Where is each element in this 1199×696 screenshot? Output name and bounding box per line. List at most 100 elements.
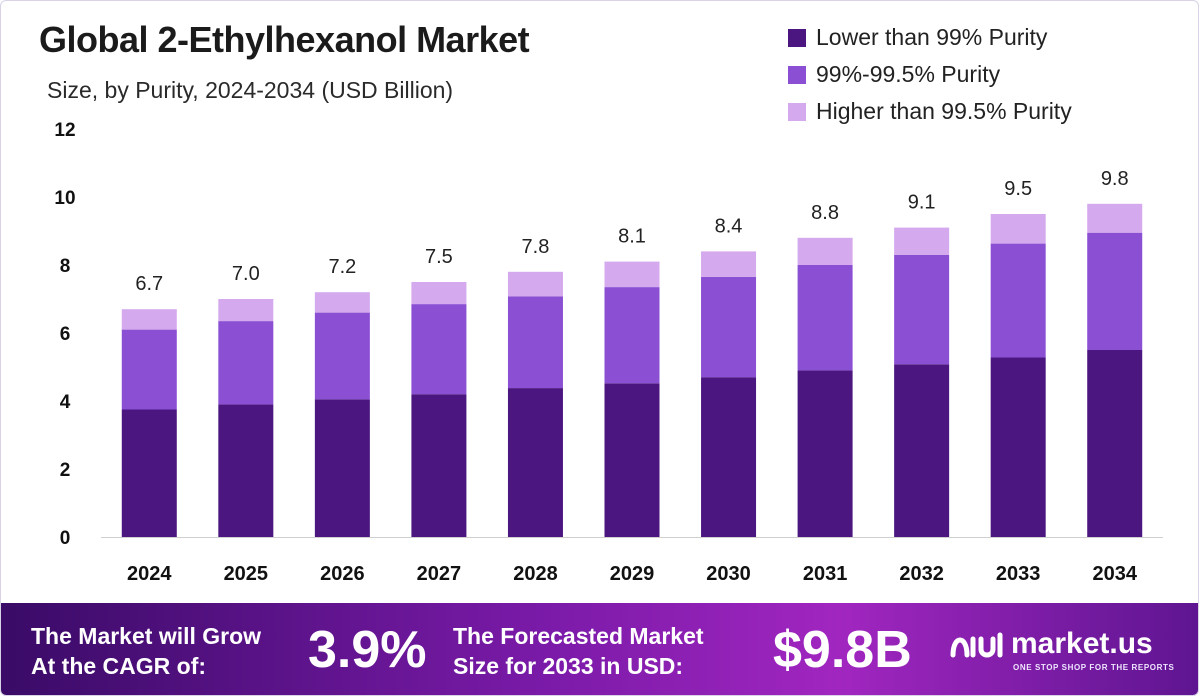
bar-stack-2030 [701, 251, 757, 537]
bar-segment-2027-s2 [411, 282, 467, 305]
bar-segment-2027-s0 [411, 394, 467, 537]
total-label-2031: 8.8 [811, 202, 839, 224]
legend-item-99-995: 99%-99.5% Purity [788, 56, 1072, 93]
bar-stack-2034 [1087, 203, 1143, 537]
bar-segment-2024-s1 [121, 329, 177, 410]
total-label-2024: 6.7 [135, 273, 163, 295]
chart-title: Global 2-Ethylhexanol Market [39, 19, 530, 60]
bar-stack-2024 [121, 309, 177, 537]
forecast-caption: The Forecasted Market Size for 2033 in U… [453, 621, 704, 681]
y-tick-label-8: 8 [60, 256, 71, 277]
legend-swatch-lower-99 [788, 28, 806, 47]
total-labels: 6.7 7.0 7.2 7.5 7.8 8.1 8.4 8.8 9.1 9.5 9.8 [135, 168, 1128, 295]
bar-segment-2029-s1 [604, 287, 660, 384]
legend-label-99-995: 99%-99.5% Purity [816, 61, 1001, 87]
cagr-value: 3.9% [308, 621, 427, 679]
total-label-2025: 7.0 [232, 263, 260, 285]
y-tick-label-6: 6 [60, 324, 71, 345]
brand-logo: market.us ONE STOP SHOP FOR THE REPORTS [949, 625, 1189, 675]
bar-segment-2030-s1 [701, 276, 757, 378]
total-label-2029: 8.1 [618, 226, 646, 248]
y-tick-label-2: 2 [60, 460, 71, 481]
bar-segment-2034-s1 [1087, 232, 1143, 350]
brand-name: market.us [1011, 627, 1153, 660]
bar-stack-2032 [894, 227, 950, 537]
cagr-caption-line-2: At the CAGR of: [31, 653, 207, 679]
bar-segment-2024-s0 [121, 409, 177, 537]
legend-item-higher-995: Higher than 99.5% Purity [788, 93, 1072, 130]
bar-stack-2033 [990, 214, 1046, 537]
cagr-caption-line-1: The Market will Grow [31, 623, 262, 649]
total-label-2032: 9.1 [908, 192, 936, 214]
x-tick-label-2025: 2025 [224, 563, 269, 585]
forecast-caption-line-1: The Forecasted Market [453, 623, 704, 649]
bar-segment-2031-s1 [797, 265, 853, 371]
total-label-2034: 9.8 [1101, 168, 1129, 190]
bar-segment-2029-s0 [604, 383, 660, 537]
x-tick-label-2029: 2029 [610, 563, 655, 585]
bar-segment-2025-s0 [218, 404, 274, 537]
bar-segment-2032-s1 [894, 254, 950, 365]
y-tick-label-4: 4 [60, 392, 71, 413]
bar-segment-2028-s2 [507, 271, 563, 297]
bar-segment-2024-s2 [121, 309, 177, 330]
y-tick-label-0: 0 [60, 528, 71, 549]
legend-label-higher-995: Higher than 99.5% Purity [816, 98, 1072, 124]
bar-stack-2026 [314, 292, 370, 537]
bar-segment-2026-s0 [314, 399, 370, 537]
bar-stack-2027 [411, 282, 467, 537]
bar-segment-2031-s2 [797, 237, 853, 265]
x-tick-label-2027: 2027 [417, 563, 462, 585]
total-label-2027: 7.5 [425, 246, 453, 268]
bar-segment-2033-s1 [990, 243, 1046, 358]
cagr-caption: The Market will Grow At the CAGR of: [31, 621, 261, 681]
total-label-2033: 9.5 [1004, 178, 1032, 200]
y-tick-label-10: 10 [54, 188, 75, 209]
x-tick-label-2032: 2032 [899, 563, 944, 585]
bar-segment-2028-s1 [507, 296, 563, 389]
chart-subtitle: Size, by Purity, 2024-2034 (USD Billion) [47, 77, 454, 103]
bar-segment-2033-s0 [990, 357, 1046, 537]
x-tick-label-2034: 2034 [1092, 563, 1137, 585]
bar-segment-2032-s0 [894, 364, 950, 537]
footer-banner: The Market will Grow At the CAGR of: 3.9… [1, 603, 1198, 695]
bar-segment-2025-s1 [218, 321, 274, 405]
x-tick-label-2033: 2033 [996, 563, 1041, 585]
bar-segment-2029-s2 [604, 261, 660, 288]
bar-segment-2028-s0 [507, 388, 563, 537]
forecast-caption-line-2: Size for 2033 in USD: [453, 653, 684, 679]
bar-segment-2033-s2 [990, 214, 1046, 244]
x-tick-label-2028: 2028 [513, 563, 558, 585]
bar-segment-2030-s2 [701, 251, 757, 277]
x-axis: 2024 2025 2026 2027 2028 2029 2030 2031 2032 2033… [127, 563, 1138, 585]
total-label-2026: 7.2 [328, 256, 356, 278]
total-label-2030: 8.4 [715, 215, 743, 237]
bar-segment-2026-s2 [314, 292, 370, 313]
brand-tagline: ONE STOP SHOP FOR THE REPORTS [1013, 663, 1175, 672]
legend-swatch-higher-995 [788, 102, 806, 121]
bars-group [121, 203, 1143, 537]
bar-segment-2031-s0 [797, 370, 853, 537]
x-tick-label-2030: 2030 [706, 563, 751, 585]
bar-segment-2034-s2 [1087, 203, 1143, 233]
bar-stack-2031 [797, 237, 853, 537]
bar-stack-2029 [604, 261, 660, 537]
x-tick-label-2024: 2024 [127, 563, 172, 585]
forecast-value: $9.8B [773, 621, 912, 679]
x-tick-label-2031: 2031 [803, 563, 848, 585]
market-us-logo-icon [950, 632, 1003, 658]
y-axis: 0 2 4 6 8 10 12 [54, 120, 75, 549]
bar-segment-2025-s2 [218, 299, 274, 322]
bar-segment-2030-s0 [701, 377, 757, 537]
legend-item-lower-99: Lower than 99% Purity [788, 19, 1072, 56]
bar-segment-2032-s2 [894, 227, 950, 255]
bar-segment-2034-s0 [1087, 350, 1143, 537]
total-label-2028: 7.8 [522, 236, 550, 258]
bar-segment-2026-s1 [314, 312, 370, 400]
y-tick-label-12: 12 [54, 120, 75, 141]
bar-segment-2027-s1 [411, 304, 467, 395]
bar-stack-2028 [507, 271, 563, 537]
chart-legend: Lower than 99% Purity 99%-99.5% Purity H… [788, 19, 1072, 130]
